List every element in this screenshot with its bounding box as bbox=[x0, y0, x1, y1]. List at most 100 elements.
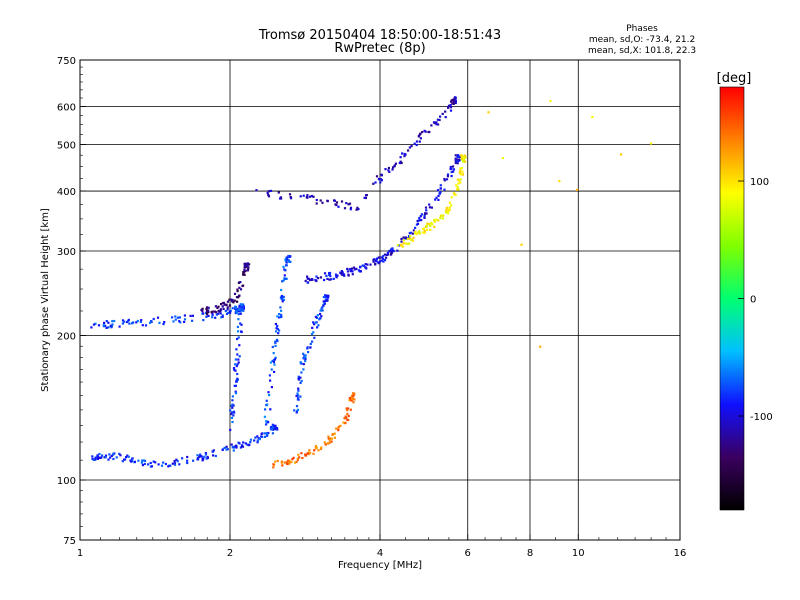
data-point bbox=[271, 432, 274, 435]
data-point bbox=[382, 257, 385, 260]
data-point bbox=[238, 308, 241, 311]
data-point bbox=[173, 463, 177, 466]
data-point bbox=[276, 459, 279, 463]
data-point bbox=[164, 462, 167, 466]
data-point bbox=[333, 436, 336, 439]
data-point bbox=[214, 316, 217, 319]
data-point bbox=[449, 104, 452, 107]
data-point bbox=[390, 251, 394, 254]
data-point bbox=[347, 414, 350, 418]
data-point bbox=[317, 449, 320, 452]
data-point bbox=[231, 420, 234, 424]
data-point bbox=[201, 456, 204, 459]
data-point bbox=[272, 426, 275, 429]
chart-subtitle: RwPretec (8p) bbox=[334, 41, 425, 56]
data-point bbox=[205, 457, 208, 460]
x-axis-ticks: 1 2 4 6 8 10 16 bbox=[77, 534, 686, 559]
data-point bbox=[461, 157, 465, 160]
data-point bbox=[353, 268, 356, 271]
data-point bbox=[234, 306, 238, 310]
data-point bbox=[312, 331, 315, 334]
data-point bbox=[206, 311, 209, 314]
data-point bbox=[402, 239, 406, 242]
data-point bbox=[423, 229, 426, 233]
data-point bbox=[102, 325, 106, 328]
data-point bbox=[346, 412, 349, 416]
data-point bbox=[221, 302, 224, 305]
data-point bbox=[313, 449, 316, 452]
data-point bbox=[316, 314, 319, 317]
data-point bbox=[441, 217, 445, 220]
data-point bbox=[450, 196, 453, 199]
data-point bbox=[231, 403, 234, 406]
data-point bbox=[400, 240, 403, 243]
data-point bbox=[299, 195, 302, 198]
data-point bbox=[258, 438, 261, 441]
data-point bbox=[241, 306, 244, 309]
data-point bbox=[130, 460, 133, 463]
data-point bbox=[457, 158, 460, 161]
data-point bbox=[104, 456, 107, 459]
data-point bbox=[173, 462, 176, 465]
data-point bbox=[299, 376, 302, 379]
data-point bbox=[279, 196, 282, 199]
data-point bbox=[94, 322, 97, 325]
data-point bbox=[389, 250, 392, 253]
data-point bbox=[311, 326, 314, 329]
data-point bbox=[265, 420, 268, 423]
data-point bbox=[107, 326, 110, 329]
data-point bbox=[231, 399, 234, 402]
data-point bbox=[441, 112, 444, 115]
data-point bbox=[453, 101, 457, 104]
data-point bbox=[228, 298, 231, 301]
data-point bbox=[132, 321, 135, 324]
data-point bbox=[309, 195, 312, 198]
data-point bbox=[268, 374, 271, 377]
data-point bbox=[451, 165, 455, 168]
data-point bbox=[435, 196, 438, 199]
data-point bbox=[198, 455, 201, 458]
data-point bbox=[238, 310, 241, 313]
data-point bbox=[377, 262, 380, 265]
data-point bbox=[448, 207, 451, 210]
data-point bbox=[412, 229, 415, 232]
data-point bbox=[276, 324, 279, 328]
data-point bbox=[147, 463, 150, 466]
data-point bbox=[355, 267, 358, 270]
data-point bbox=[244, 262, 248, 265]
y-tick-label: 75 bbox=[63, 536, 76, 547]
data-point bbox=[196, 454, 199, 457]
data-point bbox=[444, 110, 447, 113]
data-point bbox=[270, 427, 273, 431]
data-point bbox=[267, 195, 271, 198]
data-point bbox=[104, 324, 107, 327]
data-point bbox=[111, 323, 114, 326]
data-point bbox=[464, 160, 467, 163]
data-point bbox=[319, 447, 323, 451]
data-point bbox=[248, 443, 251, 446]
data-point bbox=[319, 312, 322, 316]
y-tick-label: 600 bbox=[57, 103, 76, 114]
data-point bbox=[335, 274, 338, 278]
data-point bbox=[327, 435, 330, 438]
data-point bbox=[337, 426, 340, 429]
data-point bbox=[256, 439, 259, 442]
data-point bbox=[236, 300, 239, 303]
data-point bbox=[339, 424, 342, 427]
data-point bbox=[311, 340, 314, 343]
data-point bbox=[263, 435, 266, 438]
data-point bbox=[345, 417, 348, 420]
data-point bbox=[245, 263, 248, 267]
data-point bbox=[200, 308, 203, 312]
data-point bbox=[450, 204, 453, 207]
data-point bbox=[300, 379, 303, 383]
data-point bbox=[202, 319, 205, 322]
data-point bbox=[210, 311, 213, 314]
data-point bbox=[349, 270, 352, 273]
data-point bbox=[295, 405, 299, 408]
data-point bbox=[402, 242, 405, 245]
data-point bbox=[325, 274, 328, 277]
data-point bbox=[274, 322, 277, 326]
data-point bbox=[274, 340, 277, 343]
data-point bbox=[175, 458, 178, 461]
